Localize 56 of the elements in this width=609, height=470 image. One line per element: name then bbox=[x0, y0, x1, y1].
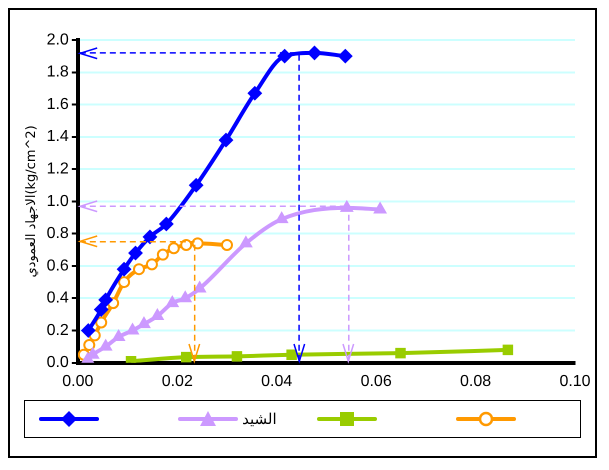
y-tick-label: 1.8 bbox=[46, 64, 69, 81]
point bbox=[232, 351, 242, 362]
x-tick-label: 0.04 bbox=[261, 372, 292, 390]
point bbox=[117, 262, 132, 276]
point bbox=[159, 216, 174, 231]
point bbox=[118, 276, 130, 288]
point bbox=[138, 317, 150, 328]
point bbox=[132, 263, 145, 276]
point bbox=[286, 349, 297, 360]
point bbox=[218, 133, 233, 148]
point bbox=[340, 200, 353, 212]
point bbox=[142, 230, 157, 244]
y-tick-label: 0.4 bbox=[46, 290, 69, 307]
y-tick-label: 0.6 bbox=[46, 257, 69, 274]
y-tick-label: 1.4 bbox=[46, 128, 69, 146]
point bbox=[146, 258, 158, 270]
x-tick-label: 0.02 bbox=[162, 372, 193, 390]
x-tick-label: 0.08 bbox=[460, 372, 492, 390]
y-tick-label: 1.0 bbox=[46, 192, 69, 210]
point bbox=[278, 49, 292, 64]
point bbox=[192, 237, 204, 250]
y-axis-title: الاجهاد العمودي(kg/cm^2) bbox=[24, 125, 40, 278]
point bbox=[220, 238, 233, 251]
point bbox=[374, 202, 386, 214]
y-tick-label: 0.8 bbox=[46, 225, 69, 242]
point bbox=[166, 296, 178, 308]
x-tick-label: 0.10 bbox=[559, 372, 591, 390]
point bbox=[98, 292, 113, 307]
point bbox=[156, 248, 169, 261]
x-tick-label: 0.06 bbox=[360, 372, 392, 390]
point bbox=[179, 291, 192, 302]
point bbox=[240, 236, 252, 248]
point bbox=[189, 178, 204, 192]
point bbox=[180, 238, 192, 251]
y-tick-label: 1.6 bbox=[46, 96, 69, 113]
point bbox=[128, 246, 143, 260]
point bbox=[95, 316, 108, 328]
point bbox=[94, 302, 108, 317]
point bbox=[151, 308, 164, 320]
point bbox=[307, 46, 322, 60]
y-tick-label: 2.0 bbox=[46, 31, 69, 48]
point bbox=[112, 330, 125, 341]
y-tick-label: 1.2 bbox=[46, 160, 69, 178]
x-tick-label: 0.00 bbox=[62, 372, 94, 390]
legend-label: الشيد bbox=[242, 410, 277, 428]
point bbox=[395, 348, 406, 358]
y-tick-label: 0.0 bbox=[46, 354, 69, 372]
point bbox=[81, 324, 96, 338]
point bbox=[338, 49, 352, 64]
point bbox=[502, 344, 514, 356]
point bbox=[248, 86, 262, 100]
point bbox=[99, 340, 112, 351]
point bbox=[180, 352, 192, 362]
point bbox=[83, 339, 96, 352]
y-tick-label: 0.2 bbox=[46, 322, 69, 339]
point bbox=[168, 242, 180, 254]
